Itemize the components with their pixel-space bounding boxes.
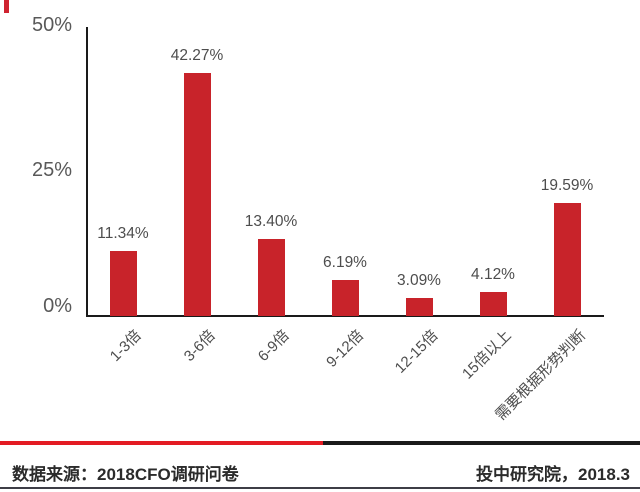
corner-accent-mark (4, 0, 9, 13)
bar-value-label: 4.12% (471, 266, 515, 283)
bar-6 (480, 292, 507, 316)
bar-2 (184, 73, 211, 316)
y-axis-tick-label: 25% (31, 159, 72, 181)
bar-value-label: 42.27% (170, 47, 224, 64)
bar-value-label: 19.59% (540, 177, 594, 194)
bar-5 (406, 298, 433, 316)
footer-divider (0, 441, 640, 445)
footer-source-text: 数据来源：2018CFO调研问卷 (12, 465, 239, 484)
divider-red-segment (0, 441, 323, 445)
x-axis-category-label: 3-6倍 (181, 327, 220, 365)
x-axis-category-label: 1-3倍 (107, 327, 146, 365)
y-axis-line (86, 27, 88, 316)
footer: 数据来源：2018CFO调研问卷 投中研究院，2018.3 (0, 458, 640, 484)
y-axis-tick-label: 0% (43, 295, 72, 317)
bar-4 (332, 280, 359, 316)
bar-7 (554, 203, 581, 316)
y-axis-tick-label: 50% (31, 14, 72, 36)
x-axis-category-label: 6-9倍 (255, 327, 294, 365)
bar-value-label: 11.34% (97, 225, 149, 242)
footer-credit-text: 投中研究院，2018.3 (476, 465, 630, 484)
bar-value-label: 13.40% (244, 213, 298, 230)
bar-1 (110, 251, 137, 316)
bar-value-label: 3.09% (397, 272, 441, 289)
bottom-border (0, 487, 640, 489)
divider-black-segment (323, 441, 640, 445)
x-axis-category-label: 15倍以上 (459, 327, 516, 383)
x-axis-category-label: 12-15倍 (391, 327, 442, 377)
x-axis-category-label: 9-12倍 (323, 327, 368, 371)
bar-value-label: 6.19% (323, 254, 367, 271)
x-axis-line (86, 315, 604, 317)
bar-3 (258, 239, 285, 316)
